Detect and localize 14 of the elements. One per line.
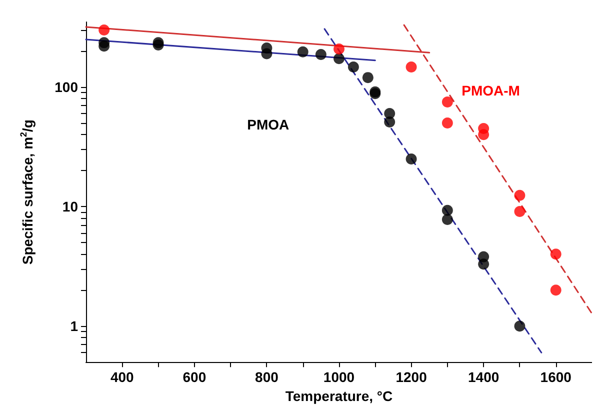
x-tick-label: 1400 — [468, 369, 500, 386]
x-tick-label: 1200 — [396, 369, 428, 386]
x-tick-label: 1600 — [540, 369, 572, 386]
y-tick-label: 1 — [70, 318, 78, 334]
series-label: PMOA-M — [462, 82, 520, 98]
y-axis-title: Specific surface, m2/g — [18, 120, 36, 265]
y-tick-label: 100 — [54, 79, 78, 96]
y-tick-label: 10 — [62, 198, 78, 215]
text: PMOA — [247, 116, 290, 133]
x-tick-label: 600 — [182, 369, 206, 386]
x-tick-label: 1000 — [323, 369, 355, 386]
x-tick-label: 400 — [110, 369, 134, 386]
x-axis-title: Temperature, °C — [285, 388, 393, 404]
x-tick-label: 800 — [255, 369, 279, 386]
